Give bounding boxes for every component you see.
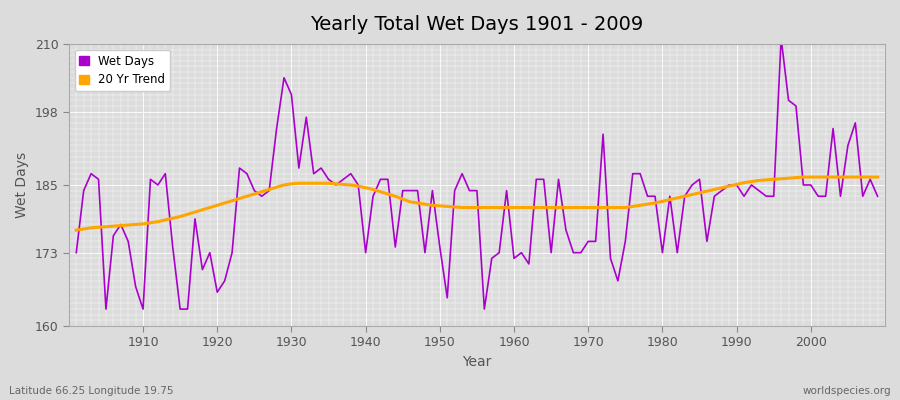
Wet Days bbox=[301, 115, 311, 120]
Wet Days bbox=[508, 256, 519, 261]
20 Yr Trend bbox=[508, 205, 519, 210]
Wet Days bbox=[776, 36, 787, 41]
20 Yr Trend bbox=[130, 222, 141, 227]
Text: worldspecies.org: worldspecies.org bbox=[803, 386, 891, 396]
Wet Days bbox=[71, 250, 82, 255]
Wet Days bbox=[872, 194, 883, 199]
Wet Days bbox=[138, 307, 148, 312]
Legend: Wet Days, 20 Yr Trend: Wet Days, 20 Yr Trend bbox=[75, 50, 170, 91]
X-axis label: Year: Year bbox=[463, 355, 491, 369]
20 Yr Trend bbox=[798, 175, 809, 180]
Text: Latitude 66.25 Longitude 19.75: Latitude 66.25 Longitude 19.75 bbox=[9, 386, 174, 396]
Line: 20 Yr Trend: 20 Yr Trend bbox=[76, 177, 878, 230]
Wet Days bbox=[516, 250, 526, 255]
20 Yr Trend bbox=[598, 205, 608, 210]
Wet Days bbox=[101, 307, 112, 312]
20 Yr Trend bbox=[872, 175, 883, 180]
Wet Days bbox=[346, 171, 356, 176]
20 Yr Trend bbox=[293, 181, 304, 186]
Title: Yearly Total Wet Days 1901 - 2009: Yearly Total Wet Days 1901 - 2009 bbox=[310, 15, 644, 34]
Line: Wet Days: Wet Days bbox=[76, 38, 878, 309]
Wet Days bbox=[605, 256, 616, 261]
20 Yr Trend bbox=[71, 228, 82, 232]
20 Yr Trend bbox=[501, 205, 512, 210]
Y-axis label: Wet Days: Wet Days bbox=[15, 152, 29, 218]
20 Yr Trend bbox=[338, 182, 349, 187]
